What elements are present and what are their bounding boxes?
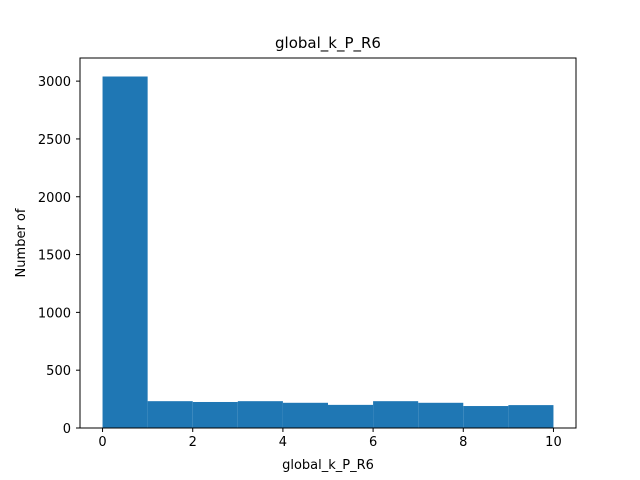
x-tick-label: 8 [459, 435, 467, 450]
histogram-bar [373, 401, 419, 428]
histogram-bar [102, 76, 148, 428]
histogram-bar [147, 401, 193, 428]
x-tick-label: 0 [98, 435, 106, 450]
bars-group [102, 76, 554, 428]
histogram-bar [463, 406, 509, 428]
y-tick-label: 0 [63, 422, 71, 437]
y-tick-label: 2000 [38, 191, 71, 206]
y-tick-label: 3000 [38, 75, 71, 90]
x-tick-label: 6 [369, 435, 377, 450]
plot-frame [79, 57, 577, 429]
histogram-bar [328, 404, 374, 428]
x-axis: 0 2 4 6 8 10 [98, 428, 562, 450]
histogram-bar [192, 401, 238, 428]
y-tick-label: 1000 [38, 306, 71, 321]
histogram-bar [508, 405, 554, 428]
histogram-bar [418, 402, 464, 428]
x-tick-label: 4 [279, 435, 287, 450]
x-tick-label: 10 [545, 435, 562, 450]
y-axis: 0 500 1000 1500 2000 2500 3000 [38, 75, 80, 437]
y-axis-title: Number of [14, 208, 29, 277]
chart-title: global_k_P_R6 [275, 34, 381, 53]
y-tick-label: 500 [46, 364, 71, 379]
x-tick-label: 2 [189, 435, 197, 450]
x-axis-title: global_k_P_R6 [282, 458, 374, 473]
y-tick-label: 2500 [38, 133, 71, 148]
y-tick-label: 1500 [38, 249, 71, 264]
histogram-bar [282, 402, 328, 428]
histogram-bar [237, 401, 283, 428]
